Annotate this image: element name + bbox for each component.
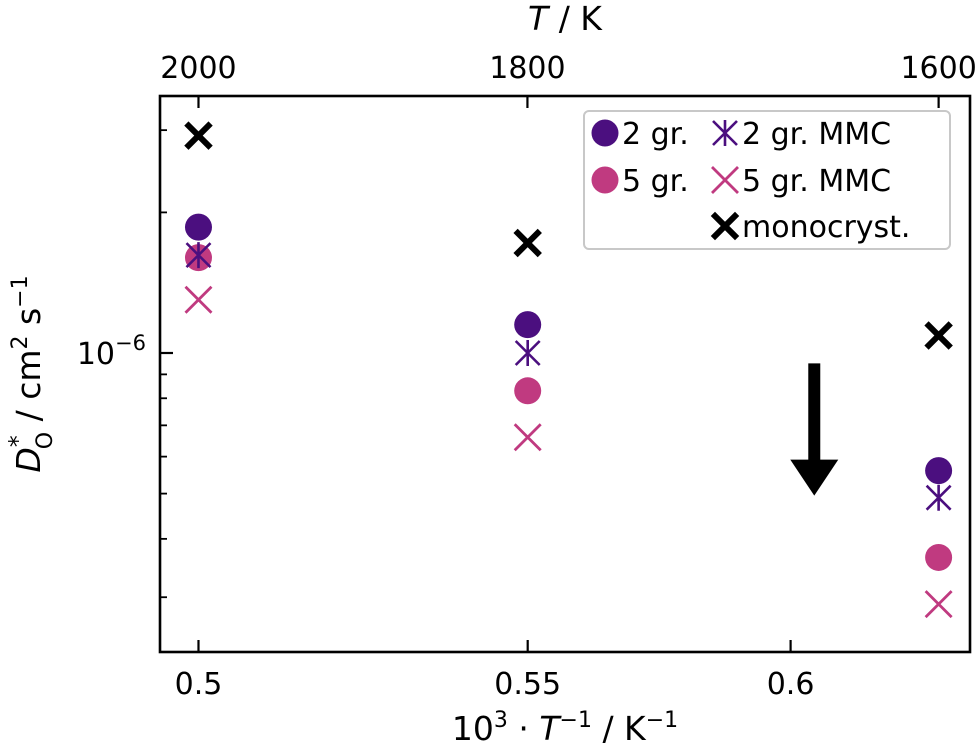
legend-marker-1	[591, 166, 619, 194]
x-tick-label-0: 0.5	[175, 667, 223, 702]
legend-label-1: 5 gr.	[622, 164, 689, 199]
top-axis-label: T / K	[528, 0, 603, 38]
top-tick-label-1: 1800	[489, 51, 565, 86]
point-star-2-1	[514, 339, 541, 366]
point-circle-0-2	[925, 457, 953, 485]
point-circle-0-0	[184, 213, 212, 241]
arrow-head	[790, 459, 839, 496]
point-bold-x-4-2	[924, 321, 953, 350]
legend-marker-2	[712, 120, 738, 146]
legend-label-4: monocryst.	[742, 210, 910, 245]
plot-frame	[158, 94, 972, 654]
x-axis-label: 103 · T−1 / K−1	[452, 708, 678, 748]
point-bold-x-4-1	[513, 228, 542, 258]
legend-label-0: 2 gr.	[622, 117, 689, 152]
point-circle-0-1	[514, 311, 542, 339]
marks-layer	[184, 121, 953, 619]
point-bold-x-4-0	[184, 121, 213, 150]
point-x-3-2	[924, 590, 953, 619]
legend-marker-4	[710, 211, 740, 241]
legend-entries: 2 gr. 5 gr. 2 gr. MMC 5 gr. MMC monocryst.	[591, 117, 910, 245]
top-tick-label-2: 1600	[900, 51, 976, 86]
x-tick-label-2: 0.6	[767, 667, 815, 702]
legend: 2 gr. 5 gr. 2 gr. MMC 5 gr. MMC monocryst.	[583, 110, 951, 250]
legend-box	[583, 110, 951, 250]
point-star-2-2	[925, 484, 952, 511]
top-tick-label-0: 2000	[160, 51, 236, 86]
point-x-3-0	[184, 285, 213, 314]
legend-marker-3	[711, 166, 739, 194]
trend-arrow	[790, 363, 839, 496]
y-axis-label: D*O / cm2 s−1	[4, 275, 58, 472]
point-star-2-0	[185, 242, 212, 269]
point-circle-1-1	[514, 377, 542, 405]
point-circle-1-2	[925, 543, 953, 571]
ticks-layer: 0.5 0.55 0.6 2000 1800 1600 10−6	[77, 51, 977, 702]
legend-label-3: 5 gr. MMC	[742, 164, 891, 199]
legend-marker-0	[591, 119, 619, 147]
legend-label-2: 2 gr. MMC	[742, 117, 891, 152]
x-tick-label-1: 0.55	[494, 667, 561, 702]
y-tick-label: 10−6	[77, 331, 146, 372]
point-x-3-1	[513, 423, 542, 452]
